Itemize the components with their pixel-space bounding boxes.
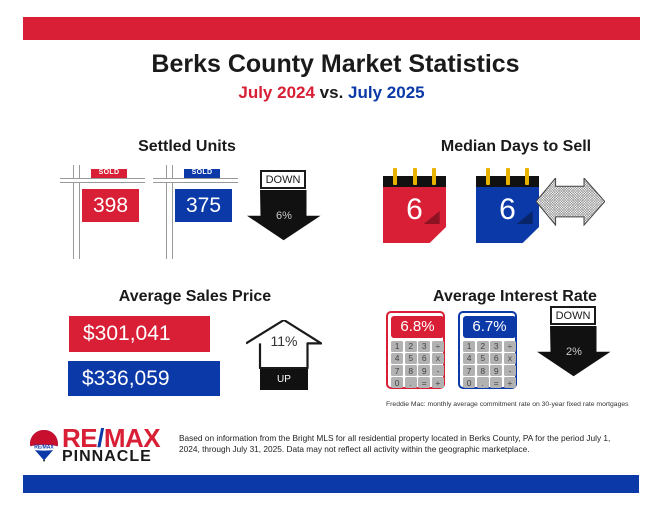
svg-text:RE/MAX: RE/MAX [34, 445, 54, 451]
